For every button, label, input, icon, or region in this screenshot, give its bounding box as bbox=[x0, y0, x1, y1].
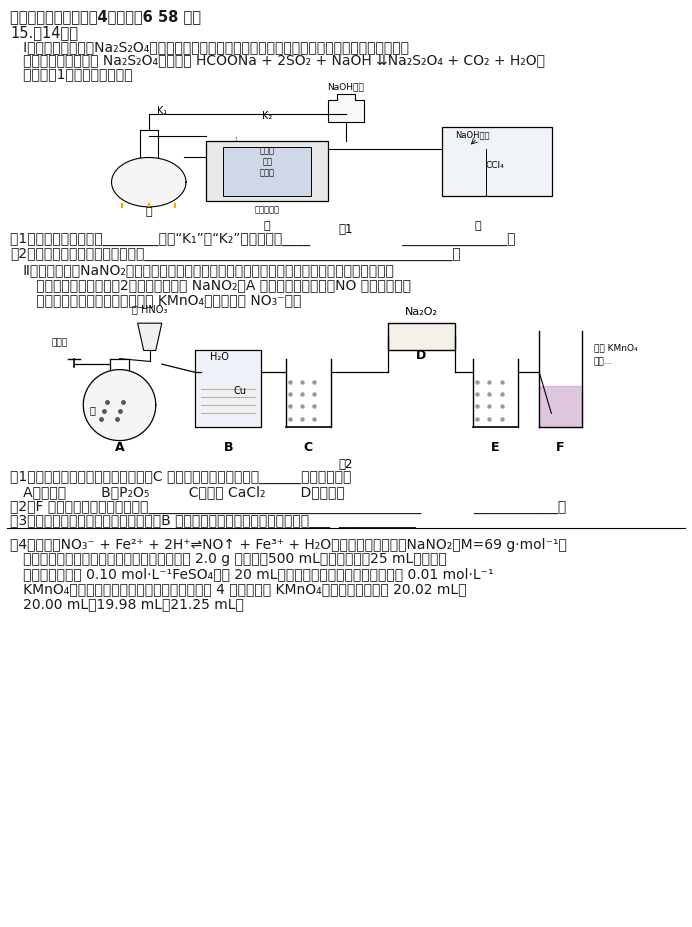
Text: H₂O: H₂O bbox=[210, 352, 228, 362]
Text: K₁: K₁ bbox=[157, 106, 167, 116]
Polygon shape bbox=[111, 158, 186, 207]
Text: Ⅰ．连二亚硫酸锆（Na₂S₂O₄）易溶于水，难溶于甲醇，在空气中极易被氧化，用于纺织业的还原性: Ⅰ．连二亚硫酸锆（Na₂S₂O₄）易溶于水，难溶于甲醇，在空气中极易被氧化，用于… bbox=[10, 40, 410, 54]
Text: 酸性 KMnO₄: 酸性 KMnO₄ bbox=[594, 344, 637, 352]
Text: Na₂O₂: Na₂O₂ bbox=[405, 307, 438, 317]
Text: （2）F 中发生反应的离子方程式为_______________________________________            ____________: （2）F 中发生反应的离子方程式为_______________________… bbox=[10, 500, 567, 514]
Text: 图1: 图1 bbox=[339, 222, 353, 236]
Polygon shape bbox=[83, 370, 156, 440]
Bar bbox=[388, 324, 455, 350]
Text: 图2: 图2 bbox=[339, 458, 353, 471]
Bar bbox=[195, 350, 262, 427]
Text: NaOH溶液: NaOH溶液 bbox=[327, 82, 365, 91]
Bar bbox=[224, 146, 311, 196]
Polygon shape bbox=[329, 95, 363, 121]
Text: K₂: K₂ bbox=[262, 111, 272, 121]
Text: （3）从提高氮原子利用率的角度出发，B 装置设计存在一定缺陷，如何改进？___  ___________: （3）从提高氮原子利用率的角度出发，B 装置设计存在一定缺陷，如何改进？___ … bbox=[10, 514, 417, 528]
Text: （2）装置丙的作用除了防倒吸还有____________________________________________。: （2）装置丙的作用除了防倒吸还有________________________… bbox=[10, 247, 461, 260]
Text: 甲酸锆: 甲酸锆 bbox=[260, 146, 275, 156]
Text: （1）为保证制得的亚硕酸锆的纯度，C 装置中盛放的试剂可能是______（填字母）。: （1）为保证制得的亚硕酸锆的纯度，C 装置中盛放的试剂可能是______（填字母… bbox=[10, 470, 352, 484]
Text: 甲醇: 甲醇 bbox=[262, 158, 272, 166]
Text: 碳: 碳 bbox=[89, 405, 95, 415]
Text: B: B bbox=[224, 441, 233, 454]
Text: A．浓硫酸        B．P₂O₅         C．无水 CaCl₂        D．祅石灰: A．浓硫酸 B．P₂O₅ C．无水 CaCl₂ D．祅石灰 bbox=[10, 485, 345, 499]
Text: 乙: 乙 bbox=[264, 221, 271, 231]
Text: 装置如图1。回答下列问题：: 装置如图1。回答下列问题： bbox=[10, 68, 133, 82]
Text: 中，加入过量的 0.10 mol·L⁻¹FeSO₄溶液 20 mL；然后滴加稀硫酸充分反应后，用 0.01 mol·L⁻¹: 中，加入过量的 0.10 mol·L⁻¹FeSO₄溶液 20 mL；然后滴加稀硫… bbox=[10, 567, 494, 581]
Text: （4）已知：NO₃⁻ + Fe²⁺ + 2H⁺⇌NO↑ + Fe³⁺ + H₂O；为测定得到产品中NaNO₂（M=69 g·mol⁻¹）: （4）已知：NO₃⁻ + Fe²⁺ + 2H⁺⇌NO↑ + Fe³⁺ + H₂O… bbox=[10, 538, 567, 552]
Text: 磁力搜拌器: 磁力搜拌器 bbox=[255, 206, 280, 214]
Text: C: C bbox=[304, 441, 313, 454]
Text: 15.（14分）: 15.（14分） bbox=[10, 25, 78, 40]
Bar bbox=[206, 141, 329, 201]
Text: CCl₄: CCl₄ bbox=[486, 161, 504, 171]
Text: E: E bbox=[491, 441, 500, 454]
Text: KMnO₄溶液滴定至终点，读数，重复以上操作 4 次，所消耗 KMnO₄溶液的体积分别为 20.02 mL、: KMnO₄溶液滴定至终点，读数，重复以上操作 4 次，所消耗 KMnO₄溶液的体… bbox=[10, 582, 467, 596]
Polygon shape bbox=[138, 324, 162, 350]
Text: Cu: Cu bbox=[234, 387, 247, 396]
Text: 浓 HNO₃: 浓 HNO₃ bbox=[132, 304, 167, 314]
Text: 甲: 甲 bbox=[145, 207, 152, 217]
Text: 二、非选择题：本题关4小题，关6 58 分。: 二、非选择题：本题关4小题，关6 58 分。 bbox=[10, 9, 201, 24]
Text: D: D bbox=[417, 349, 426, 362]
Text: 弹簧夹: 弹簧夹 bbox=[51, 338, 67, 347]
Text: 溶液...: 溶液... bbox=[594, 357, 613, 366]
Bar bbox=[442, 127, 552, 196]
Text: 染色。甲酸锆法制备 Na₂S₂O₄的原理为 HCOONa + 2SO₂ + NaOH ⇊Na₂S₂O₄ + CO₂ + H₂O，: 染色。甲酸锆法制备 Na₂S₂O₄的原理为 HCOONa + 2SO₂ + Na… bbox=[10, 54, 545, 68]
Text: F: F bbox=[556, 441, 565, 454]
Text: 粉末发生化合反应，也能被酸性 KMnO₄溶液氧化成 NO₃⁻）。: 粉末发生化合反应，也能被酸性 KMnO₄溶液氧化成 NO₃⁻）。 bbox=[10, 293, 302, 307]
Text: 的纯度，采取如下实验步骤：准确称取质量为 2.0 g 样品配成500 mL溶液，取其中25 mL于锥形瓶: 的纯度，采取如下实验步骤：准确称取质量为 2.0 g 样品配成500 mL溶液，… bbox=[10, 552, 447, 566]
Text: NaOH溶液: NaOH溶液 bbox=[455, 130, 490, 139]
Text: 丙: 丙 bbox=[474, 221, 481, 231]
Text: （1）实验开始时先打开________（填“K₁”或“K₂”），原因为____                     _______________。: （1）实验开始时先打开________（填“K₁”或“K₂”），原因为____ … bbox=[10, 232, 516, 246]
Text: A: A bbox=[115, 441, 125, 454]
Text: 20.00 mL、19.98 mL、21.25 mL。: 20.00 mL、19.98 mL、21.25 mL。 bbox=[10, 597, 244, 611]
Text: 混合液: 混合液 bbox=[260, 169, 275, 177]
Text: Ⅱ．亚硕酸锆（NaNO₂）是一种肉制品生产中常见的食品添加剂，使用时必须严格控制其用量。: Ⅱ．亚硕酸锆（NaNO₂）是一种肉制品生产中常见的食品添加剂，使用时必须严格控制… bbox=[10, 263, 394, 277]
Text: 某兴趣小组设计了如图2所示的装置制备 NaNO₂（A 中加热装置已略去，NO 可与过氧化锆: 某兴趣小组设计了如图2所示的装置制备 NaNO₂（A 中加热装置已略去，NO 可… bbox=[10, 278, 411, 292]
